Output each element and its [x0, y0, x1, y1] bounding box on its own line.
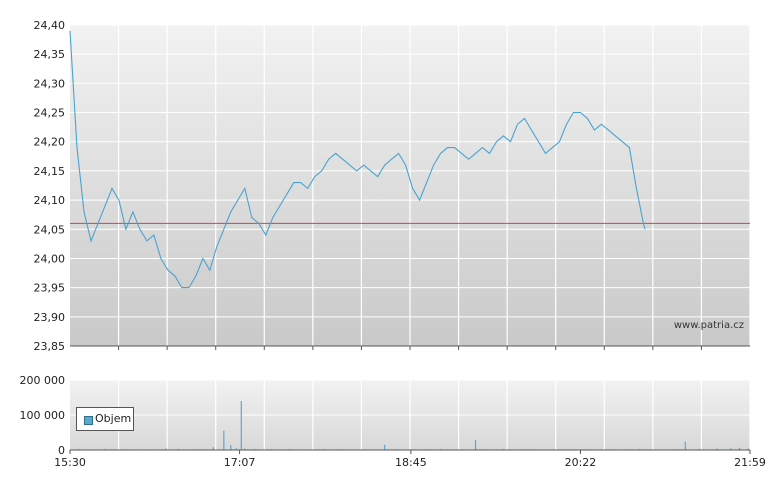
price-y-tick-label: 23,95	[34, 282, 66, 295]
volume-bar	[223, 430, 225, 450]
price-y-tick-label: 23,90	[34, 311, 66, 324]
volume-bar	[747, 448, 749, 450]
volume-y-ticks: 200 000 100 000 0	[20, 374, 66, 457]
volume-y-tick-label: 200 000	[20, 374, 66, 387]
price-y-tick-label: 24,40	[34, 19, 66, 32]
price-y-tick-label: 24,35	[34, 48, 66, 61]
price-y-tick-label: 24,05	[34, 223, 66, 236]
volume-x-ticks: 15:30 17:07 18:45 20:22 21:59	[54, 450, 766, 469]
volume-bar	[639, 448, 641, 450]
volume-bar	[738, 447, 741, 450]
volume-y-tick-label: 0	[58, 444, 65, 457]
volume-bar	[384, 444, 386, 450]
legend-label: Objem	[95, 412, 132, 425]
x-tick-label: 15:30	[54, 456, 86, 469]
legend: Objem	[76, 407, 134, 431]
volume-bar	[698, 448, 700, 450]
volume-bar	[165, 448, 167, 450]
volume-bar	[684, 441, 686, 450]
price-y-tick-label: 24,30	[34, 77, 66, 90]
volume-bar	[235, 448, 237, 450]
x-tick-label: 20:22	[565, 456, 597, 469]
volume-bar	[730, 448, 732, 450]
volume-bar	[240, 401, 242, 450]
price-y-tick-label: 24,15	[34, 165, 66, 178]
volume-bar	[177, 448, 179, 450]
price-y-tick-label: 24,00	[34, 252, 66, 265]
x-tick-label: 21:59	[734, 456, 766, 469]
price-y-tick-label: 24,10	[34, 194, 66, 207]
watermark: www.patria.cz	[674, 320, 744, 331]
price-y-tick-label: 23,85	[34, 340, 66, 353]
volume-bar	[212, 447, 214, 450]
volume-bar	[104, 448, 106, 450]
volume-bar	[716, 448, 718, 450]
price-x-tick-marks	[118, 346, 702, 350]
price-line	[69, 30, 646, 289]
price-y-tick-label: 24,20	[34, 136, 66, 149]
volume-bar	[230, 445, 232, 450]
volume-bar	[474, 440, 477, 450]
volume-y-tick-label: 100 000	[20, 409, 66, 422]
price-y-tick-label: 24,25	[34, 107, 66, 120]
x-tick-label: 17:07	[224, 456, 256, 469]
price-y-ticks: 24,40 24,35 24,30 24,25 24,20 24,15 24,10 24,05…	[34, 19, 66, 353]
volume-bar	[244, 448, 246, 450]
x-tick-label: 18:45	[395, 456, 427, 469]
legend-swatch	[84, 416, 93, 425]
